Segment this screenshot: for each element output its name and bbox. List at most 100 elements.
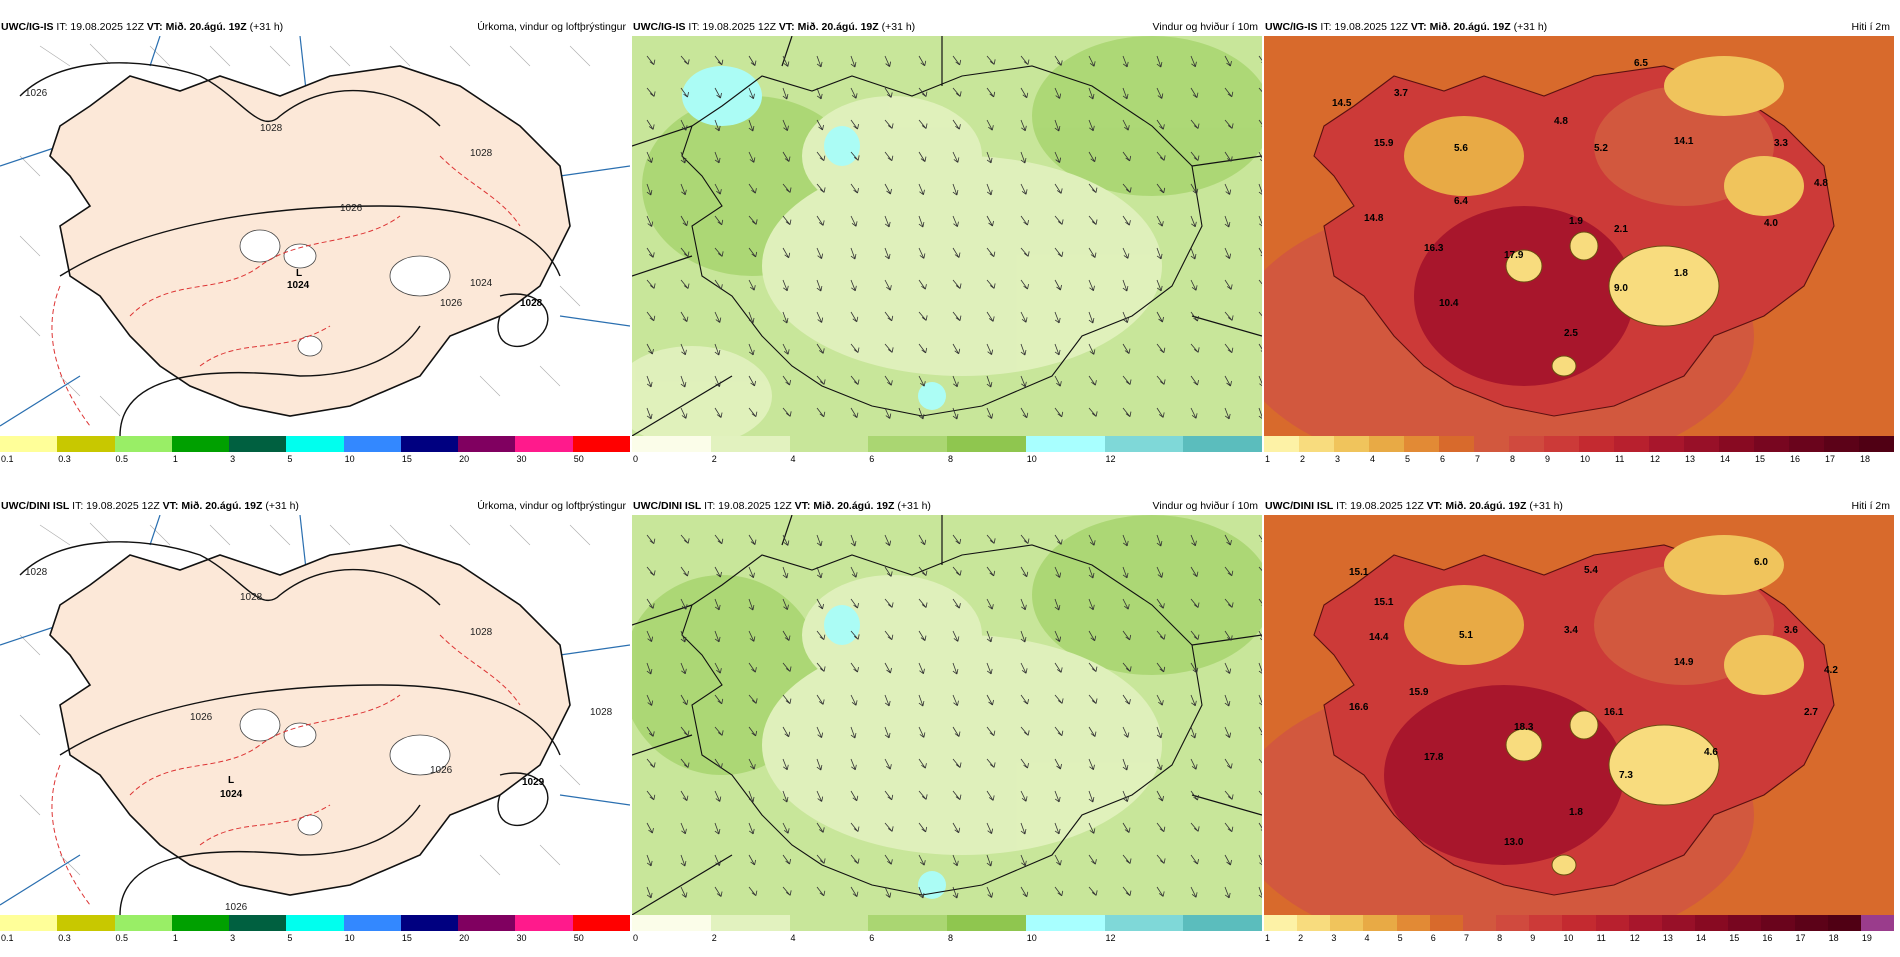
temp-value-label: 1.8: [1569, 807, 1583, 818]
precip-map: 1026 1026 1028 1028 1026 1024 L 1024 102…: [0, 36, 630, 436]
colorbar-swatch: [1860, 915, 1894, 931]
colorbar-tick: 5: [1405, 454, 1411, 464]
colorbar-swatch: [114, 436, 172, 452]
wind-arrow: [714, 758, 723, 769]
wind-arrow: [918, 534, 927, 546]
low-pressure-marker: L: [228, 775, 234, 786]
wind-arrow: [1020, 886, 1029, 898]
lead-time: (+31 h): [881, 21, 916, 33]
wind-arrow: [1054, 758, 1062, 770]
panel-header: UWC/IG-IS IT: 19.08.2025 12Z VT: Mið. 20…: [1264, 18, 1894, 36]
wind-arrow: [748, 566, 755, 579]
wind-arrow: [986, 566, 996, 577]
wind-arrow: [986, 247, 996, 258]
colorbar-swatch: [632, 915, 711, 931]
wind-arrow: [1020, 790, 1028, 802]
wind-arrow: [850, 183, 859, 194]
wind-arrow: [1088, 311, 1095, 324]
wind-arrow: [1054, 598, 1061, 611]
colorbar-swatch: [868, 915, 947, 931]
wind-arrow: [816, 598, 824, 610]
wind-arrow: [1190, 534, 1197, 547]
wind-arrow: [952, 886, 959, 899]
colorbar-tick: 12: [1105, 454, 1116, 464]
wind-arrow: [748, 407, 758, 418]
colorbar-swatch: [286, 436, 344, 452]
colorbar-tick: 7: [1475, 454, 1481, 464]
wind-arrow: [1258, 886, 1262, 898]
colorbar-tick: 4: [790, 454, 796, 464]
wind-arrow: [986, 790, 995, 801]
wind-arrow: [1258, 375, 1262, 387]
wind-arrow: [1258, 55, 1262, 63]
wind-arrow: [646, 183, 653, 196]
wind-arrow: [646, 87, 656, 97]
wind-arrow: [918, 343, 928, 354]
wind-arrow: [1122, 183, 1132, 193]
wind-arrow: [816, 534, 823, 547]
wind-arrow: [816, 630, 826, 641]
wind-arrow: [1258, 87, 1262, 94]
wind-arrow: [714, 694, 724, 705]
wind-arrow: [714, 822, 721, 835]
wind-arrow: [680, 662, 687, 675]
temp-value-label: 3.3: [1774, 138, 1788, 149]
colorbar-swatch: [789, 436, 869, 452]
panel-title: Vindur og hviður í 10m: [1152, 500, 1258, 512]
colorbar-tick: 9: [1545, 454, 1551, 464]
wind-arrow: [952, 87, 962, 97]
init-time: 19.08.2025 12Z: [718, 500, 792, 512]
panel-header: UWC/DINI ISL IT: 19.08.2025 12Z VT: Mið.…: [1264, 497, 1894, 515]
init-time: 19.08.2025 12Z: [1350, 500, 1424, 512]
wind-arrow: [816, 790, 824, 802]
wind-arrow: [1258, 758, 1262, 766]
wind-arrow: [850, 566, 858, 578]
wind-arrow: [918, 662, 925, 675]
colorbar-tick: 0.5: [115, 933, 129, 943]
temp-value-label: 4.0: [1764, 218, 1778, 229]
wind-arrow: [1156, 886, 1165, 897]
wind-arrow: [1258, 726, 1262, 736]
wind-arrow: [884, 279, 892, 291]
wind-arrow: [748, 151, 756, 163]
wind-arrow: [918, 630, 927, 641]
colorbar-swatch: [572, 915, 630, 931]
wind-arrow: [850, 886, 859, 897]
wind-arrow: [1020, 343, 1027, 356]
wind-arrow: [680, 247, 690, 257]
temp-value-label: 2.1: [1614, 224, 1628, 235]
colorbar-tick: 2: [711, 933, 717, 943]
wind-arrow: [884, 726, 891, 739]
valid-time: Mið. 20.ágú. 19Z: [181, 500, 263, 512]
wind-arrow: [680, 407, 688, 419]
wind-arrow: [850, 662, 859, 673]
colorbar-tick: 10: [1026, 454, 1037, 464]
colorbar-tick: 12: [1629, 933, 1640, 943]
wind-arrow: [952, 311, 962, 321]
colorbar-ticks: 0 2 4 6 8 10 12: [632, 933, 1262, 945]
wind-arrow: [1122, 790, 1129, 803]
wind-arrow: [1258, 119, 1262, 127]
colorbar-tick: 16: [1762, 933, 1773, 943]
precip-colorbar: [0, 915, 630, 931]
temp-value-label: 4.8: [1554, 116, 1568, 127]
colorbar-tick: 1: [1265, 454, 1271, 464]
colorbar-tick: 17: [1825, 454, 1836, 464]
wind-arrow: [1088, 375, 1097, 386]
temp-value-label: 18.3: [1514, 722, 1534, 733]
wind-arrow: [1020, 215, 1029, 226]
wind-arrow: [986, 886, 994, 898]
wind-arrow: [1190, 822, 1200, 832]
colorbar-tick: 15: [1729, 933, 1740, 943]
wind-arrow: [714, 55, 724, 66]
wind-arrow: [918, 790, 928, 800]
wind-arrow: [714, 886, 723, 897]
wind-arrow: [1054, 886, 1064, 897]
wind-arrow: [782, 630, 791, 641]
wind-arrow: [1224, 407, 1231, 420]
wind-arrow: [850, 822, 860, 832]
wind-arrow: [1122, 662, 1132, 672]
wind-arrow: [952, 407, 959, 420]
pressure-label: 1028: [470, 627, 493, 638]
colorbar-swatch: [343, 915, 401, 931]
